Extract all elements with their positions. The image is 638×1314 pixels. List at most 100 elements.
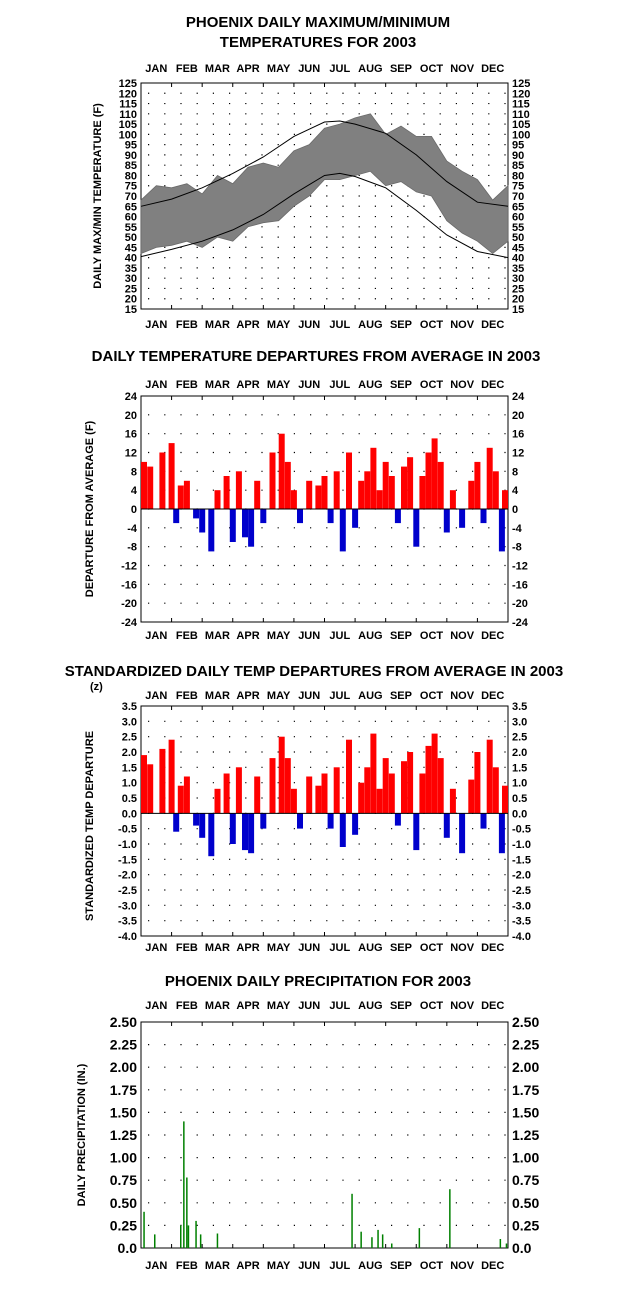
month-label-top: JUN [298,63,320,75]
departure-bar-positive [370,447,377,509]
departure-bar-negative [327,813,334,829]
month-label-top: APR [236,63,259,75]
y-tick-label-right: 115 [512,99,530,111]
departure-bar-positive [431,733,438,814]
departure-bar-negative [248,509,255,547]
departure-bar-positive [486,447,493,509]
month-label-top: MAR [205,690,230,702]
y-tick-label-left: 0 [131,504,137,516]
y-tick-label-right: 0.0 [512,1240,532,1256]
departure-bar-positive [382,758,389,814]
month-label-top: JUL [329,690,350,702]
normal-min-line [140,172,509,259]
departure-bar-negative [229,813,236,844]
departure-bar-negative [339,813,346,847]
y-tick-label-right: -4 [512,523,523,535]
departure-bar-negative [173,813,180,832]
y-tick-label-right: 2.00 [512,1059,539,1075]
y-tick-label-left: 100 [119,129,137,141]
departure-bar-positive [223,476,230,509]
month-label-top: JAN [145,379,167,391]
departure-bar-negative [208,509,215,552]
departure-bar-negative [352,813,359,835]
precip-bar [154,1234,156,1248]
month-label-bottom: JUL [329,942,350,954]
month-label-bottom: MAR [205,630,230,642]
departure-bar-positive [468,779,475,814]
departure-bar-positive [382,461,389,509]
y-tick-label-left: 95 [125,140,137,152]
y-tick-label-left: 1.5 [122,762,137,774]
y-tick-label-left: 105 [119,119,137,131]
departure-bar-negative [498,813,505,854]
y-tick-label-left: -1.0 [118,839,137,851]
y-tick-label-right: 20 [512,294,524,306]
departure-bar-positive [370,733,377,814]
y-tick-label-left: 0.5 [122,793,137,805]
y-tick-label-left: 110 [119,109,137,121]
month-label-bottom: APR [236,1260,259,1272]
y-tick-label-right: -2.5 [512,885,531,897]
month-label-bottom: DEC [481,319,504,331]
departure-bar-negative [242,813,248,851]
precip-bar [360,1231,362,1248]
departure-bar-negative [297,813,303,829]
departure-bar-positive [254,776,261,814]
chart-title: DAILY TEMPERATURE DEPARTURES FROM AVERAG… [92,348,541,365]
y-tick-label-left: -2.0 [118,870,137,882]
departure-bar-positive [346,452,352,509]
departure-bar-positive [502,785,508,814]
precip-bar [186,1177,188,1248]
departure-bar-positive [269,452,276,509]
month-label-bottom: JAN [145,942,167,954]
y-tick-label-right: 25 [512,283,524,295]
month-label-top: DEC [481,379,504,391]
precip-bar [499,1239,502,1248]
month-label-top: MAY [267,379,291,391]
month-label-top: SEP [390,1000,412,1012]
month-label-top: OCT [420,690,444,702]
y-tick-label-right: 0 [512,504,518,516]
y-tick-label-left: -24 [121,617,138,629]
departure-bar-positive [364,471,371,509]
month-label-top: MAY [267,63,291,75]
plot-frame [140,1021,509,1249]
departure-bar-negative [242,509,248,538]
y-tick-label-left: 20 [125,410,137,422]
y-tick-label-left: 85 [125,160,137,172]
temperature-departure-panel: DAILY TEMPERATURE DEPARTURES FROM AVERAG… [84,348,540,642]
departure-bar-positive [376,788,383,814]
month-label-top: JAN [145,1000,167,1012]
y-tick-label-right: 2.5 [512,732,527,744]
departure-bar-positive [306,776,313,814]
y-tick-label-right: 60 [512,212,524,224]
y-tick-label-left: 1.00 [110,1150,137,1166]
month-label-bottom: DEC [481,1260,504,1272]
departure-bars [141,433,508,552]
departure-bar-negative [199,509,206,533]
month-label-bottom: APR [236,319,259,331]
departure-bar-negative [208,813,215,857]
month-label-top: MAY [267,690,291,702]
departure-bar-positive [388,476,395,509]
y-tick-label-left: 70 [125,191,137,203]
month-label-bottom: OCT [420,942,444,954]
departure-bar-positive [223,773,230,814]
departure-bar-positive [254,480,261,510]
departure-bar-negative [193,509,200,519]
y-tick-label-left: 0.75 [110,1172,137,1188]
y-tick-label-right: -2.0 [512,870,531,882]
month-label-bottom: FEB [176,319,198,331]
departure-bar-positive [183,776,190,814]
y-tick-label-left: 1.0 [122,778,137,790]
y-tick-label-right: 16 [512,429,524,441]
departure-bar-positive [401,466,407,509]
y-tick-label-right: -4.0 [512,931,531,943]
y-tick-label-left: 25 [125,283,137,295]
departure-bar-positive [376,490,383,509]
y-tick-label-left: 125 [119,78,137,90]
max-min-temperature-panel: PHOENIX DAILY MAXIMUM/MINIMUM TEMPERATUR… [92,14,530,331]
month-label-top: APR [236,690,259,702]
departure-bar-negative [248,813,255,854]
departure-bar-positive [333,767,340,814]
